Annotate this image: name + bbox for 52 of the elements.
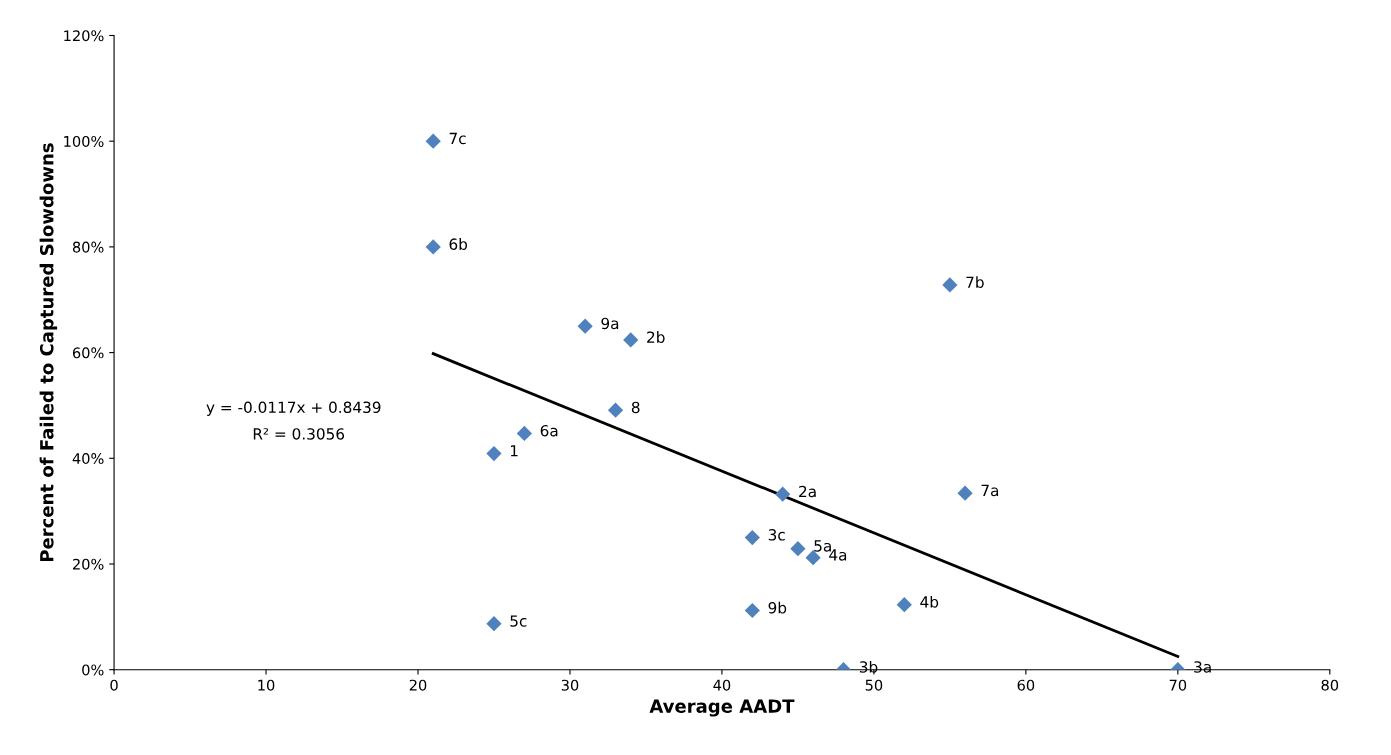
annotation: 7a: [981, 484, 999, 497]
point: [805, 550, 821, 566]
point: [942, 277, 958, 293]
point: [775, 486, 791, 502]
annotation: 9b: [768, 601, 787, 614]
point: [486, 616, 502, 632]
y-tick-label: 20%: [72, 558, 104, 570]
annotation: 3c: [768, 529, 785, 541]
annotation: 6b: [449, 238, 468, 250]
x-axis-title: Average AADT: [649, 699, 795, 717]
x-tick-label: 20: [409, 679, 427, 691]
annotation: 5a: [814, 540, 831, 552]
annotation: 7b: [966, 276, 984, 288]
x-tick-label: 10: [258, 679, 275, 691]
annotation: 7c: [449, 132, 466, 145]
annotation: 4a: [829, 549, 847, 561]
annotation: 6a: [540, 424, 558, 437]
annotation: y = -0.0117x + 0.8439: [206, 401, 381, 417]
y-tick-label: 80%: [72, 241, 104, 253]
annotation: 8: [631, 401, 640, 414]
x-tick-label: 80: [1321, 679, 1339, 691]
y-tick-label: 0%: [82, 664, 104, 676]
point: [744, 529, 760, 546]
point: [623, 332, 639, 348]
annotation: 9a: [601, 317, 619, 330]
y-axis-title: Percent of Failed to Captured Slowdowns: [39, 143, 58, 562]
annotation: 2b: [647, 331, 665, 343]
point: [425, 239, 441, 255]
y-tick-label: 60%: [72, 347, 104, 359]
y-tick-label: 40%: [72, 453, 104, 465]
point: [425, 133, 441, 149]
x-tick-label: 40: [713, 679, 731, 691]
annotation: R² = 0.3056: [253, 428, 345, 440]
annotation: 4b: [920, 595, 939, 608]
point: [744, 602, 760, 619]
y-tick-label: 100%: [64, 135, 104, 147]
point: [607, 402, 624, 418]
annotation: 5c: [510, 615, 527, 627]
x-tick-label: 30: [561, 679, 579, 691]
point: [577, 318, 593, 334]
point: [516, 425, 532, 442]
x-tick-label: 70: [1169, 679, 1187, 691]
point: [957, 485, 973, 501]
annotation: 1: [510, 445, 518, 457]
x-tick-label: 50: [865, 679, 883, 691]
x-tick-label: 60: [1017, 679, 1035, 691]
point: [896, 597, 912, 613]
x-tick-label: 0: [110, 679, 118, 691]
y-tick-label: 120%: [64, 30, 104, 42]
annotation: 2a: [799, 485, 816, 498]
point: [486, 445, 502, 462]
point: [790, 541, 806, 557]
